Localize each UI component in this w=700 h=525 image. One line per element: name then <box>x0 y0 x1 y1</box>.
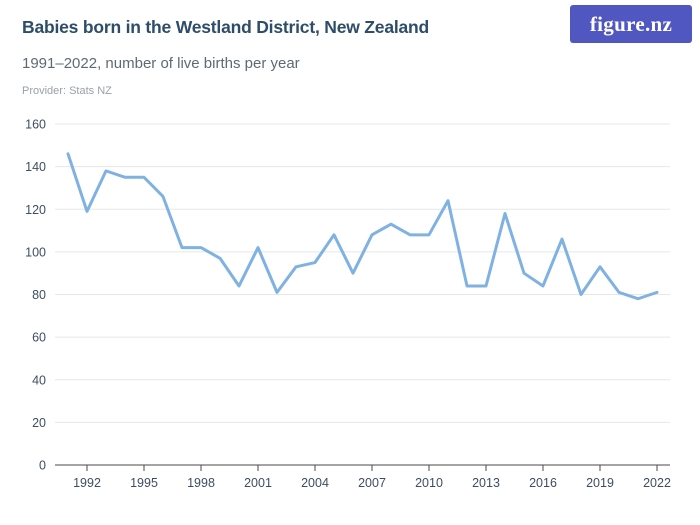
y-tick-label: 0 <box>39 459 46 473</box>
chart-subtitle: 1991–2022, number of live births per yea… <box>22 55 300 72</box>
x-tick-label: 2010 <box>415 476 443 490</box>
births-data-line <box>66 152 659 301</box>
x-tick-label: 2001 <box>244 476 272 490</box>
x-tick-label: 1992 <box>73 476 101 490</box>
y-tick-label: 100 <box>25 245 46 259</box>
y-tick-label: 160 <box>25 118 46 132</box>
x-tick-label: 2022 <box>643 476 671 490</box>
x-tick-label: 1998 <box>187 476 215 490</box>
x-tick-label: 2013 <box>472 476 500 490</box>
y-tick-label: 20 <box>32 416 46 430</box>
x-tick-label: 2007 <box>358 476 386 490</box>
y-tick-label: 40 <box>32 373 46 387</box>
y-tick-label: 80 <box>32 288 46 302</box>
x-tick-label: 2019 <box>586 476 614 490</box>
page-title: Babies born in the Westland District, Ne… <box>22 17 430 37</box>
y-tick-label: 120 <box>25 203 46 217</box>
figurenz-logo[interactable]: figure.nz <box>570 5 692 43</box>
x-tick-label: 2016 <box>529 476 557 490</box>
provider-label: Provider: Stats NZ <box>22 85 112 97</box>
y-tick-label: 140 <box>25 160 46 174</box>
figurenz-logo-text: figure.nz <box>589 11 673 36</box>
x-tick-label: 2004 <box>301 476 329 490</box>
x-tick-label: 1995 <box>130 476 158 490</box>
y-tick-label: 60 <box>32 331 46 345</box>
